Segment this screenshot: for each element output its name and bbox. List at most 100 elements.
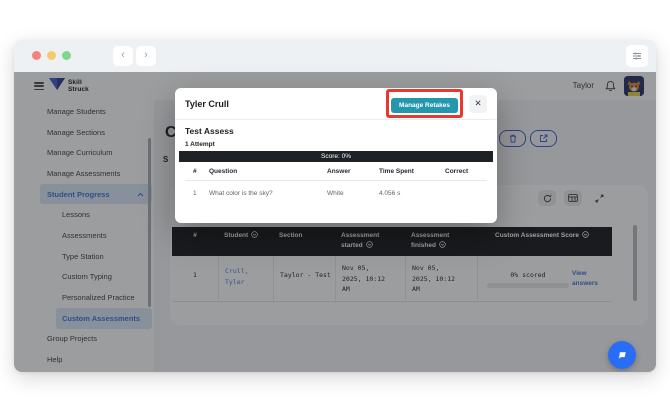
student-attempts-modal: Tyler Crull Manage Retakes ✕ Test Assess… [175,88,497,223]
modal-title: Tyler Crull [185,98,229,109]
results-table: # Student Section Assessment started Ass… [172,227,612,303]
modal-body: Test Assess 1 Attempt Score: 0% # Questi… [175,126,497,206]
col-finished[interactable]: Assessment finished [405,227,477,256]
brand-name: Skill Struck [68,79,89,93]
table-scrollbar[interactable] [633,225,637,301]
expand-icon [595,194,603,202]
col-time: Time Spent [379,168,414,175]
sort-icon[interactable] [439,241,446,252]
sidebar-item-type-station[interactable]: Type Station [14,246,154,267]
app-content: Skill Struck Taylor [14,72,656,372]
expand-button[interactable] [590,190,608,206]
minimize-window-icon[interactable] [47,51,56,60]
table-row: 1 Crull, Tyler Taylor - Test Nov 05, 202… [172,256,612,303]
sidebar-scrollbar[interactable] [148,138,151,307]
assessment-name: Test Assess [185,126,234,136]
sidebar-item-label: Custom Typing [62,272,112,282]
attempt-time: 4.056 s [379,190,401,197]
close-icon: ✕ [474,98,482,108]
skillstruck-logo-icon[interactable] [49,78,65,96]
attempt-answer: White [327,190,344,197]
attempt-question: What color is the sky? [209,190,273,197]
sidebar-item-help[interactable]: Help [14,349,154,370]
notifications-bell-icon[interactable] [605,79,616,97]
chevron-up-icon [137,192,144,196]
modal-header: Tyler Crull Manage Retakes ✕ [175,88,497,120]
sidebar-item-assessments[interactable]: Assessments [14,225,154,246]
col-num[interactable]: # [193,232,197,239]
page-sublabel: S [163,155,169,164]
sliders-icon [633,52,641,60]
row-section: Taylor - Test [273,256,335,302]
sidebar-item-label: Help [47,355,63,365]
browser-back-button[interactable]: ‹ [113,46,133,66]
sidebar-item-label: Manage Curriculum [47,148,113,158]
browser-menu-button[interactable] [626,45,648,67]
student-link[interactable]: Crull, Tyler [218,256,273,302]
attempt-correct [443,181,487,206]
browser-forward-button[interactable]: › [136,46,156,66]
page-title: C [165,124,177,141]
col-score[interactable]: Custom Assessment Score [477,227,612,256]
row-started: Nov 05, 2025, 10:12 AM [335,256,405,302]
annotation-highlight-box: Manage Retakes [386,89,463,118]
brand-line1: Skill [68,79,82,86]
score-block: 0% scored [484,270,572,288]
close-button[interactable]: ✕ [469,94,487,113]
app-header: Skill Struck Taylor [14,72,656,100]
sidebar-item-label: Manage Assessments [47,168,121,178]
sidebar-item-manage-assessments[interactable]: Manage Assessments [14,163,154,184]
sidebar-item-group-projects[interactable]: Group Projects [14,329,154,350]
score-banner: Score: 0% [179,151,493,162]
sort-icon[interactable] [365,241,373,252]
sidebar-item-manage-curriculum[interactable]: Manage Curriculum [14,142,154,163]
col-section[interactable]: Section [279,232,303,239]
hamburger-menu-icon[interactable] [34,82,44,90]
col-num: # [193,168,197,175]
refresh-icon [543,194,551,202]
sidebar-item-manage-sections[interactable]: Manage Sections [14,122,154,143]
sidebar-item-label: Custom Assessments [62,313,141,323]
chat-button[interactable] [608,341,636,369]
sidebar-item-label: Assessments [62,230,107,240]
sidebar-item-student-progress[interactable]: Student Progress [40,183,152,205]
row-score: 0% scored View answers [477,256,612,302]
score-progress-bar [487,282,569,288]
attempt-count: 1 Attempt [185,141,215,148]
manage-retakes-button[interactable]: Manage Retakes [391,98,458,113]
sort-icon[interactable] [251,231,258,242]
attempt-row: 1 What color is the sky? White 4.056 s [185,181,487,206]
browser-chrome: ‹ › [14,40,656,72]
sidebar-item-lessons[interactable]: Lessons [14,204,154,225]
refresh-button[interactable] [538,190,556,206]
row-finished: Nov 05, 2025, 10:12 AM [405,256,477,302]
sidebar-item-label: Type Station [62,251,104,261]
sidebar-item-custom-assessments[interactable]: Custom Assessments [56,307,152,329]
sidebar-item-manage-students[interactable]: Manage Students [14,101,154,122]
browser-window: ‹ › Skill Struck Taylor [14,40,656,372]
results-table-header: # Student Section Assessment started Ass… [172,227,612,257]
page-actions [499,130,557,147]
sidebar-item-label: Group Projects [47,334,98,344]
sidebar-item-personalized-practice[interactable]: Personalized Practice [14,287,154,308]
view-answers-link[interactable]: View answers [572,269,599,287]
chat-bubble-icon [618,351,626,359]
zoom-window-icon[interactable] [62,51,71,60]
attempt-table-header: # Question Answer Time Spent Correct [185,162,487,181]
table-view-button[interactable] [564,190,582,206]
user-avatar[interactable] [624,76,644,96]
sort-icon[interactable] [582,231,589,242]
col-started[interactable]: Assessment started [335,227,405,256]
row-num: 1 [193,271,197,280]
external-link-icon [540,134,548,142]
close-window-icon[interactable] [32,51,41,60]
col-correct: Correct [445,168,469,175]
table-toolbar [538,190,608,206]
export-button[interactable] [530,130,557,147]
delete-button[interactable] [499,130,526,147]
sidebar-item-custom-typing[interactable]: Custom Typing [14,267,154,288]
trash-icon [509,134,516,143]
col-answer: Answer [327,168,351,175]
col-student[interactable]: Student [218,227,273,256]
